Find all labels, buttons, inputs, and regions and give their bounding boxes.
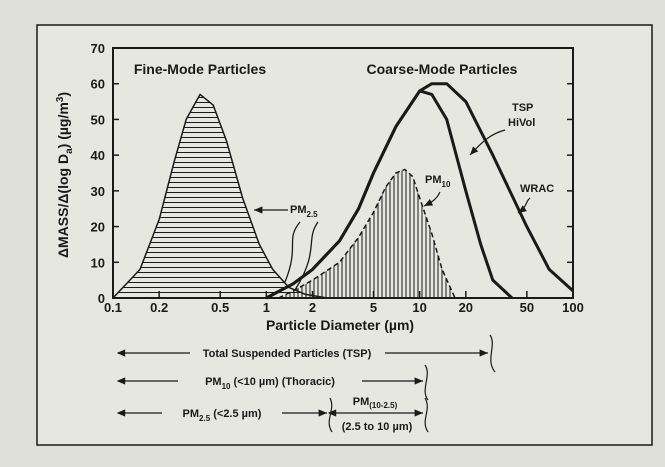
plot: 0 10 20 30 40 50 60 70 0.1 0.2 0.5 1 2 5 10 20 50 100 (91, 41, 584, 315)
x-tick-label: 10 (412, 300, 426, 315)
y-tick-label: 40 (91, 148, 105, 163)
y-tick-label: 70 (91, 41, 105, 56)
y-tick-label: 20 (91, 220, 105, 235)
curve (112, 93, 328, 299)
wrac-label: WRAC (520, 183, 554, 195)
y-tick-label: 50 (91, 112, 105, 127)
tsp-hivol-label-2: HiVol (508, 117, 535, 129)
bracket (489, 334, 496, 373)
curve (265, 89, 514, 300)
x-tick-label: 0.2 (150, 300, 168, 315)
x-tick-label: 5 (370, 300, 377, 315)
x-label: Particle Diameter (µm) (266, 317, 414, 333)
plot-border (112, 47, 574, 299)
hatched-area (113, 94, 328, 299)
y-label: ΔMASS/Δ(log Da) (µg/m3) (55, 92, 75, 258)
pm10-label: PM10 (425, 174, 451, 189)
fine-title: Fine-Mode Particles (134, 61, 266, 77)
x-tick-label: 100 (562, 300, 584, 315)
coarse-range-note: (2.5 to 10 µm) (342, 421, 413, 433)
bracket (328, 397, 333, 433)
curve (278, 168, 456, 299)
tsp-hivol-label-1: TSP (512, 102, 533, 114)
x-tick-label: 0.5 (211, 300, 229, 315)
pm25-label: PM2.5 (290, 204, 318, 219)
x-tick-label: 50 (520, 300, 534, 315)
x-tick-label: 0.1 (104, 300, 122, 315)
bracket (424, 364, 429, 401)
y-tick-label: 10 (91, 255, 105, 270)
pm10-arrow (423, 191, 441, 207)
bracket (424, 397, 429, 433)
x-tick-label: 2 (309, 300, 316, 315)
fine-range: PM2.5 (<2.5 µm) (183, 408, 262, 423)
tsp-arrow (469, 129, 506, 156)
coarse-title: Coarse-Mode Particles (367, 61, 518, 77)
x-tick-label: 1 (263, 300, 270, 315)
pm25-pointer (284, 221, 319, 291)
hatched-area (278, 169, 455, 298)
x-tick-label: 20 (459, 300, 473, 315)
thoracic-range: PM10 (<10 µm) (Thoracic) (205, 376, 335, 391)
y-tick-label: 0 (98, 291, 105, 306)
y-tick-label: 30 (91, 184, 105, 199)
wrac-arrow (517, 197, 531, 214)
y-tick-label: 60 (91, 77, 105, 92)
tsp-range: Total Suspended Particles (TSP) (203, 348, 372, 360)
coarse-range: PM(10-2.5) (353, 396, 398, 410)
